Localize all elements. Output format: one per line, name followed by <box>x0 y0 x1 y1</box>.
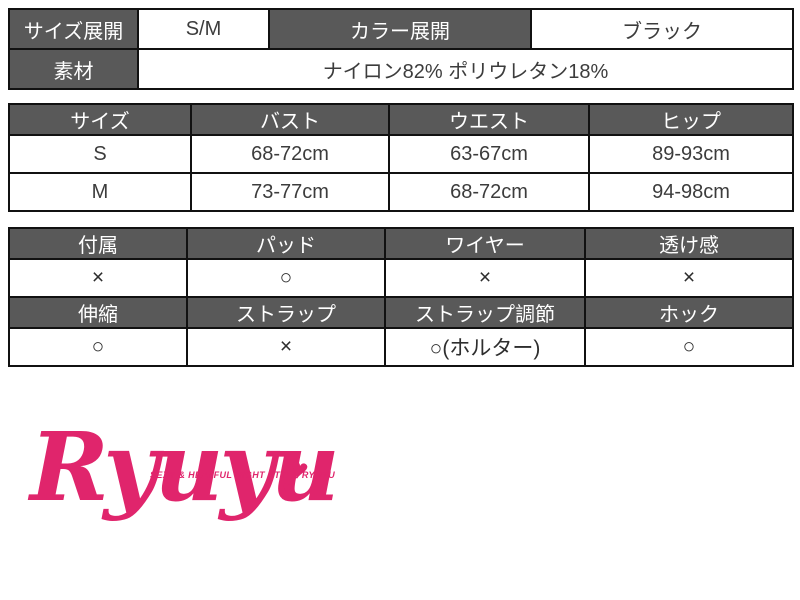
col-header-waist: ウエスト <box>388 103 590 136</box>
size-s-waist: 63-67cm <box>388 134 590 174</box>
brand-wordmark: Ryuyu <box>30 412 340 523</box>
color-range-value: ブラック <box>530 8 794 50</box>
accessories-value: × <box>8 258 188 298</box>
material-value: ナイロン82% ポリウレタン18% <box>137 48 794 90</box>
col-header-hook: ホック <box>584 296 794 329</box>
color-range-header: カラー展開 <box>268 8 532 50</box>
material-header: 素材 <box>8 48 139 90</box>
feature-value-row-1: × ○ × × <box>8 258 794 298</box>
size-range-header: サイズ展開 <box>8 8 139 50</box>
feature-header-row-2: 伸縮 ストラップ ストラップ調節 ホック <box>8 296 794 329</box>
col-header-wire: ワイヤー <box>384 227 586 260</box>
col-header-sheerness: 透け感 <box>584 227 794 260</box>
size-chart-header-row: サイズ バスト ウエスト ヒップ <box>8 103 794 136</box>
pad-value: ○ <box>186 258 386 298</box>
col-header-bust: バスト <box>190 103 390 136</box>
strap-value: × <box>186 327 386 367</box>
col-header-stretch: 伸縮 <box>8 296 188 329</box>
strap-adjust-value: ○(ホルター) <box>384 327 586 367</box>
stretch-value: ○ <box>8 327 188 367</box>
size-range-value: S/M <box>137 8 270 50</box>
col-header-size: サイズ <box>8 103 192 136</box>
col-header-hip: ヒップ <box>588 103 794 136</box>
brand-logo: Ryuyu SEXY & HEATFUL NIGHT STYLE RYUYU ♥… <box>0 420 420 590</box>
table-row-size-m: M 73-77cm 68-72cm 94-98cm <box>8 172 794 212</box>
hook-value: ○ <box>584 327 794 367</box>
col-header-accessories: 付属 <box>8 227 188 260</box>
wire-value: × <box>384 258 586 298</box>
col-header-strap-adjust: ストラップ調節 <box>384 296 586 329</box>
table-row-size-s: S 68-72cm 63-67cm 89-93cm <box>8 134 794 174</box>
size-s-hip: 89-93cm <box>588 134 794 174</box>
spec-row-material: 素材 ナイロン82% ポリウレタン18% <box>8 48 794 90</box>
col-header-strap: ストラップ <box>186 296 386 329</box>
col-header-pad: パッド <box>186 227 386 260</box>
size-m-label: M <box>8 172 192 212</box>
size-m-bust: 73-77cm <box>190 172 390 212</box>
size-chart-table: サイズ バスト ウエスト ヒップ S 68-72cm 63-67cm 89-93… <box>8 103 794 212</box>
size-m-hip: 94-98cm <box>588 172 794 212</box>
spec-table: サイズ展開 S/M カラー展開 ブラック 素材 ナイロン82% ポリウレタン18… <box>8 8 794 90</box>
feature-value-row-2: ○ × ○(ホルター) ○ <box>8 327 794 367</box>
size-m-waist: 68-72cm <box>388 172 590 212</box>
feature-table: 付属 パッド ワイヤー 透け感 × ○ × × 伸縮 ストラップ ストラップ調節… <box>8 227 794 367</box>
size-s-bust: 68-72cm <box>190 134 390 174</box>
feature-header-row-1: 付属 パッド ワイヤー 透け感 <box>8 227 794 260</box>
spec-row-variants: サイズ展開 S/M カラー展開 ブラック <box>8 8 794 50</box>
sheerness-value: × <box>584 258 794 298</box>
size-s-label: S <box>8 134 192 174</box>
brand-tagline: SEXY & HEATFUL NIGHT STYLE RYUYU <box>150 470 336 480</box>
